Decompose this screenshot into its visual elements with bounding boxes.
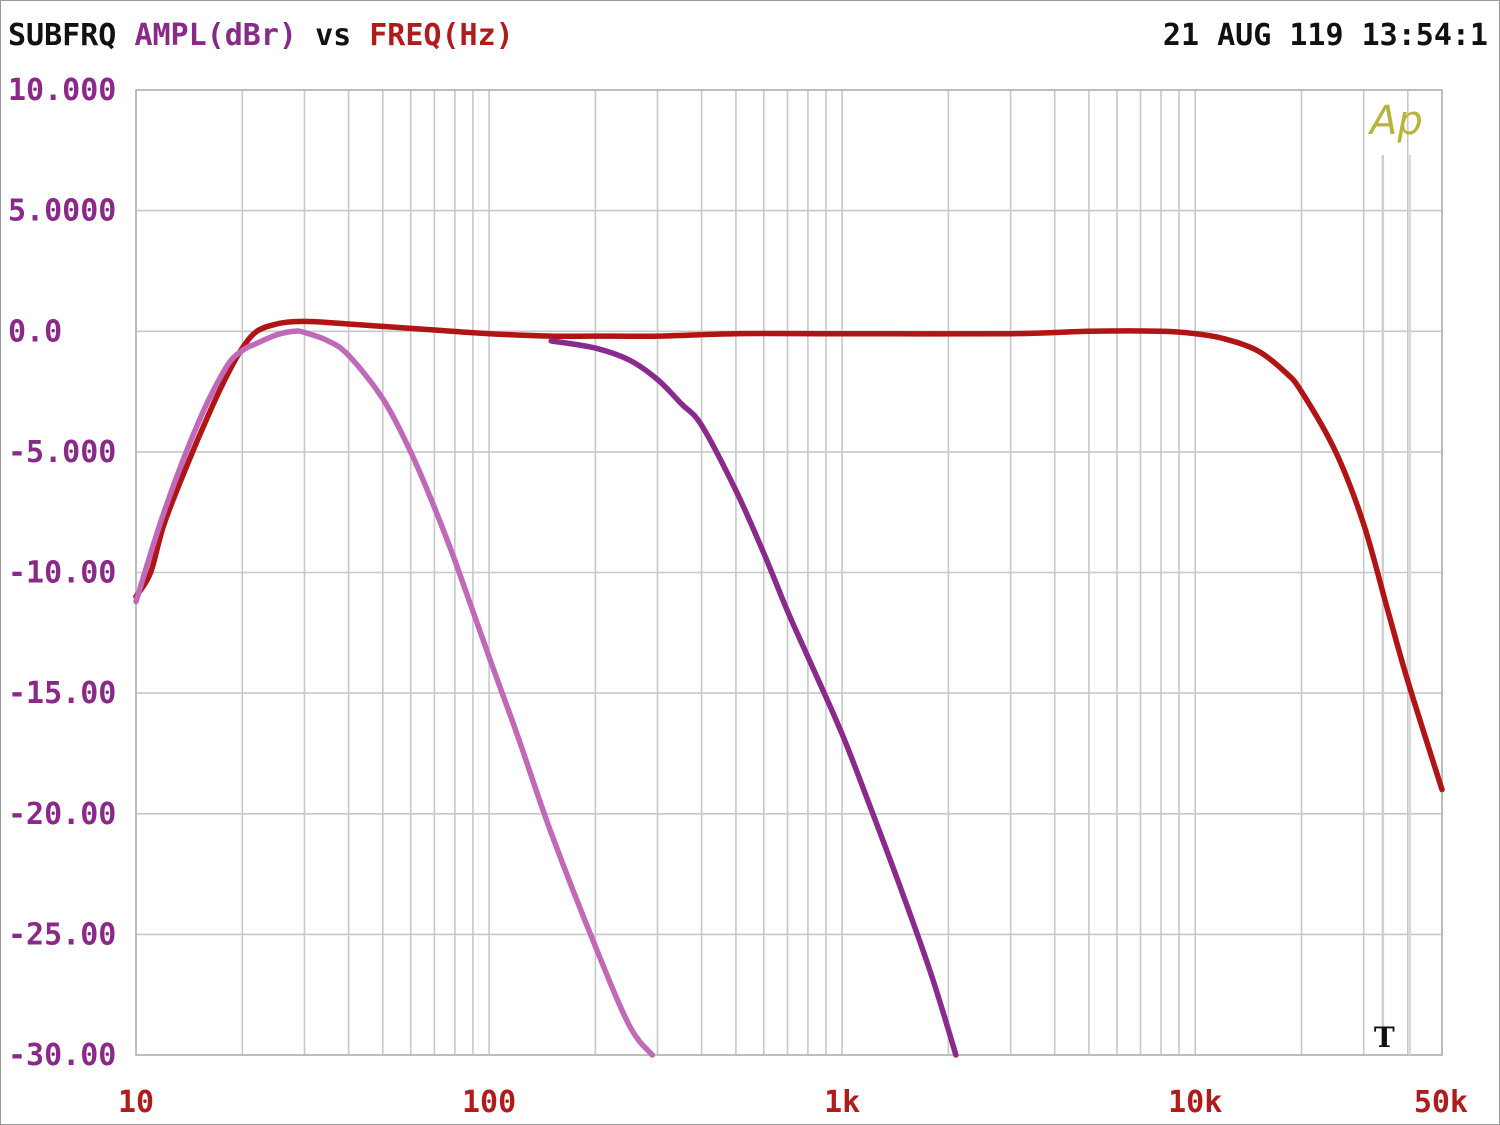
x-tick-label: 10k xyxy=(1168,1085,1222,1120)
series-line-2 xyxy=(133,328,656,1058)
y-tick-label: -15.00 xyxy=(8,676,116,711)
plot-area-border xyxy=(135,89,1443,1056)
ap-logo: Ap xyxy=(1367,98,1423,144)
x-tick-label: 10 xyxy=(118,1085,154,1120)
x-tick-label: 50k xyxy=(1414,1085,1468,1120)
y-tick-label: 5.0000 xyxy=(8,194,116,229)
series-line-1 xyxy=(133,318,1445,793)
x-tick-label: 100 xyxy=(462,1085,516,1120)
measurement-name: SUBFRQ xyxy=(8,18,117,53)
y-tick-label: -25.00 xyxy=(8,917,116,952)
x-tick-label: 1k xyxy=(824,1085,860,1120)
y-tick-label: -10.00 xyxy=(8,556,116,591)
chart-title: SUBFRQ AMPL(dBr) vs FREQ(Hz) xyxy=(8,18,514,53)
y-tick-label: -5.000 xyxy=(8,435,116,470)
x-axis-label: FREQ(Hz) xyxy=(369,18,514,53)
timestamp: 21 AUG 119 13:54:1 xyxy=(1162,18,1488,53)
vs-label: vs xyxy=(315,18,352,53)
y-tick-label: -20.00 xyxy=(8,797,116,832)
y-tick-label: 0.0 xyxy=(8,314,62,349)
y-axis-label: AMPL(dBr) xyxy=(134,18,297,53)
series-line-3 xyxy=(548,338,959,1058)
y-tick-label: 10.000 xyxy=(8,73,116,108)
cursor-marker-label: T xyxy=(1374,1021,1395,1054)
y-tick-label: -30.00 xyxy=(8,1038,116,1073)
